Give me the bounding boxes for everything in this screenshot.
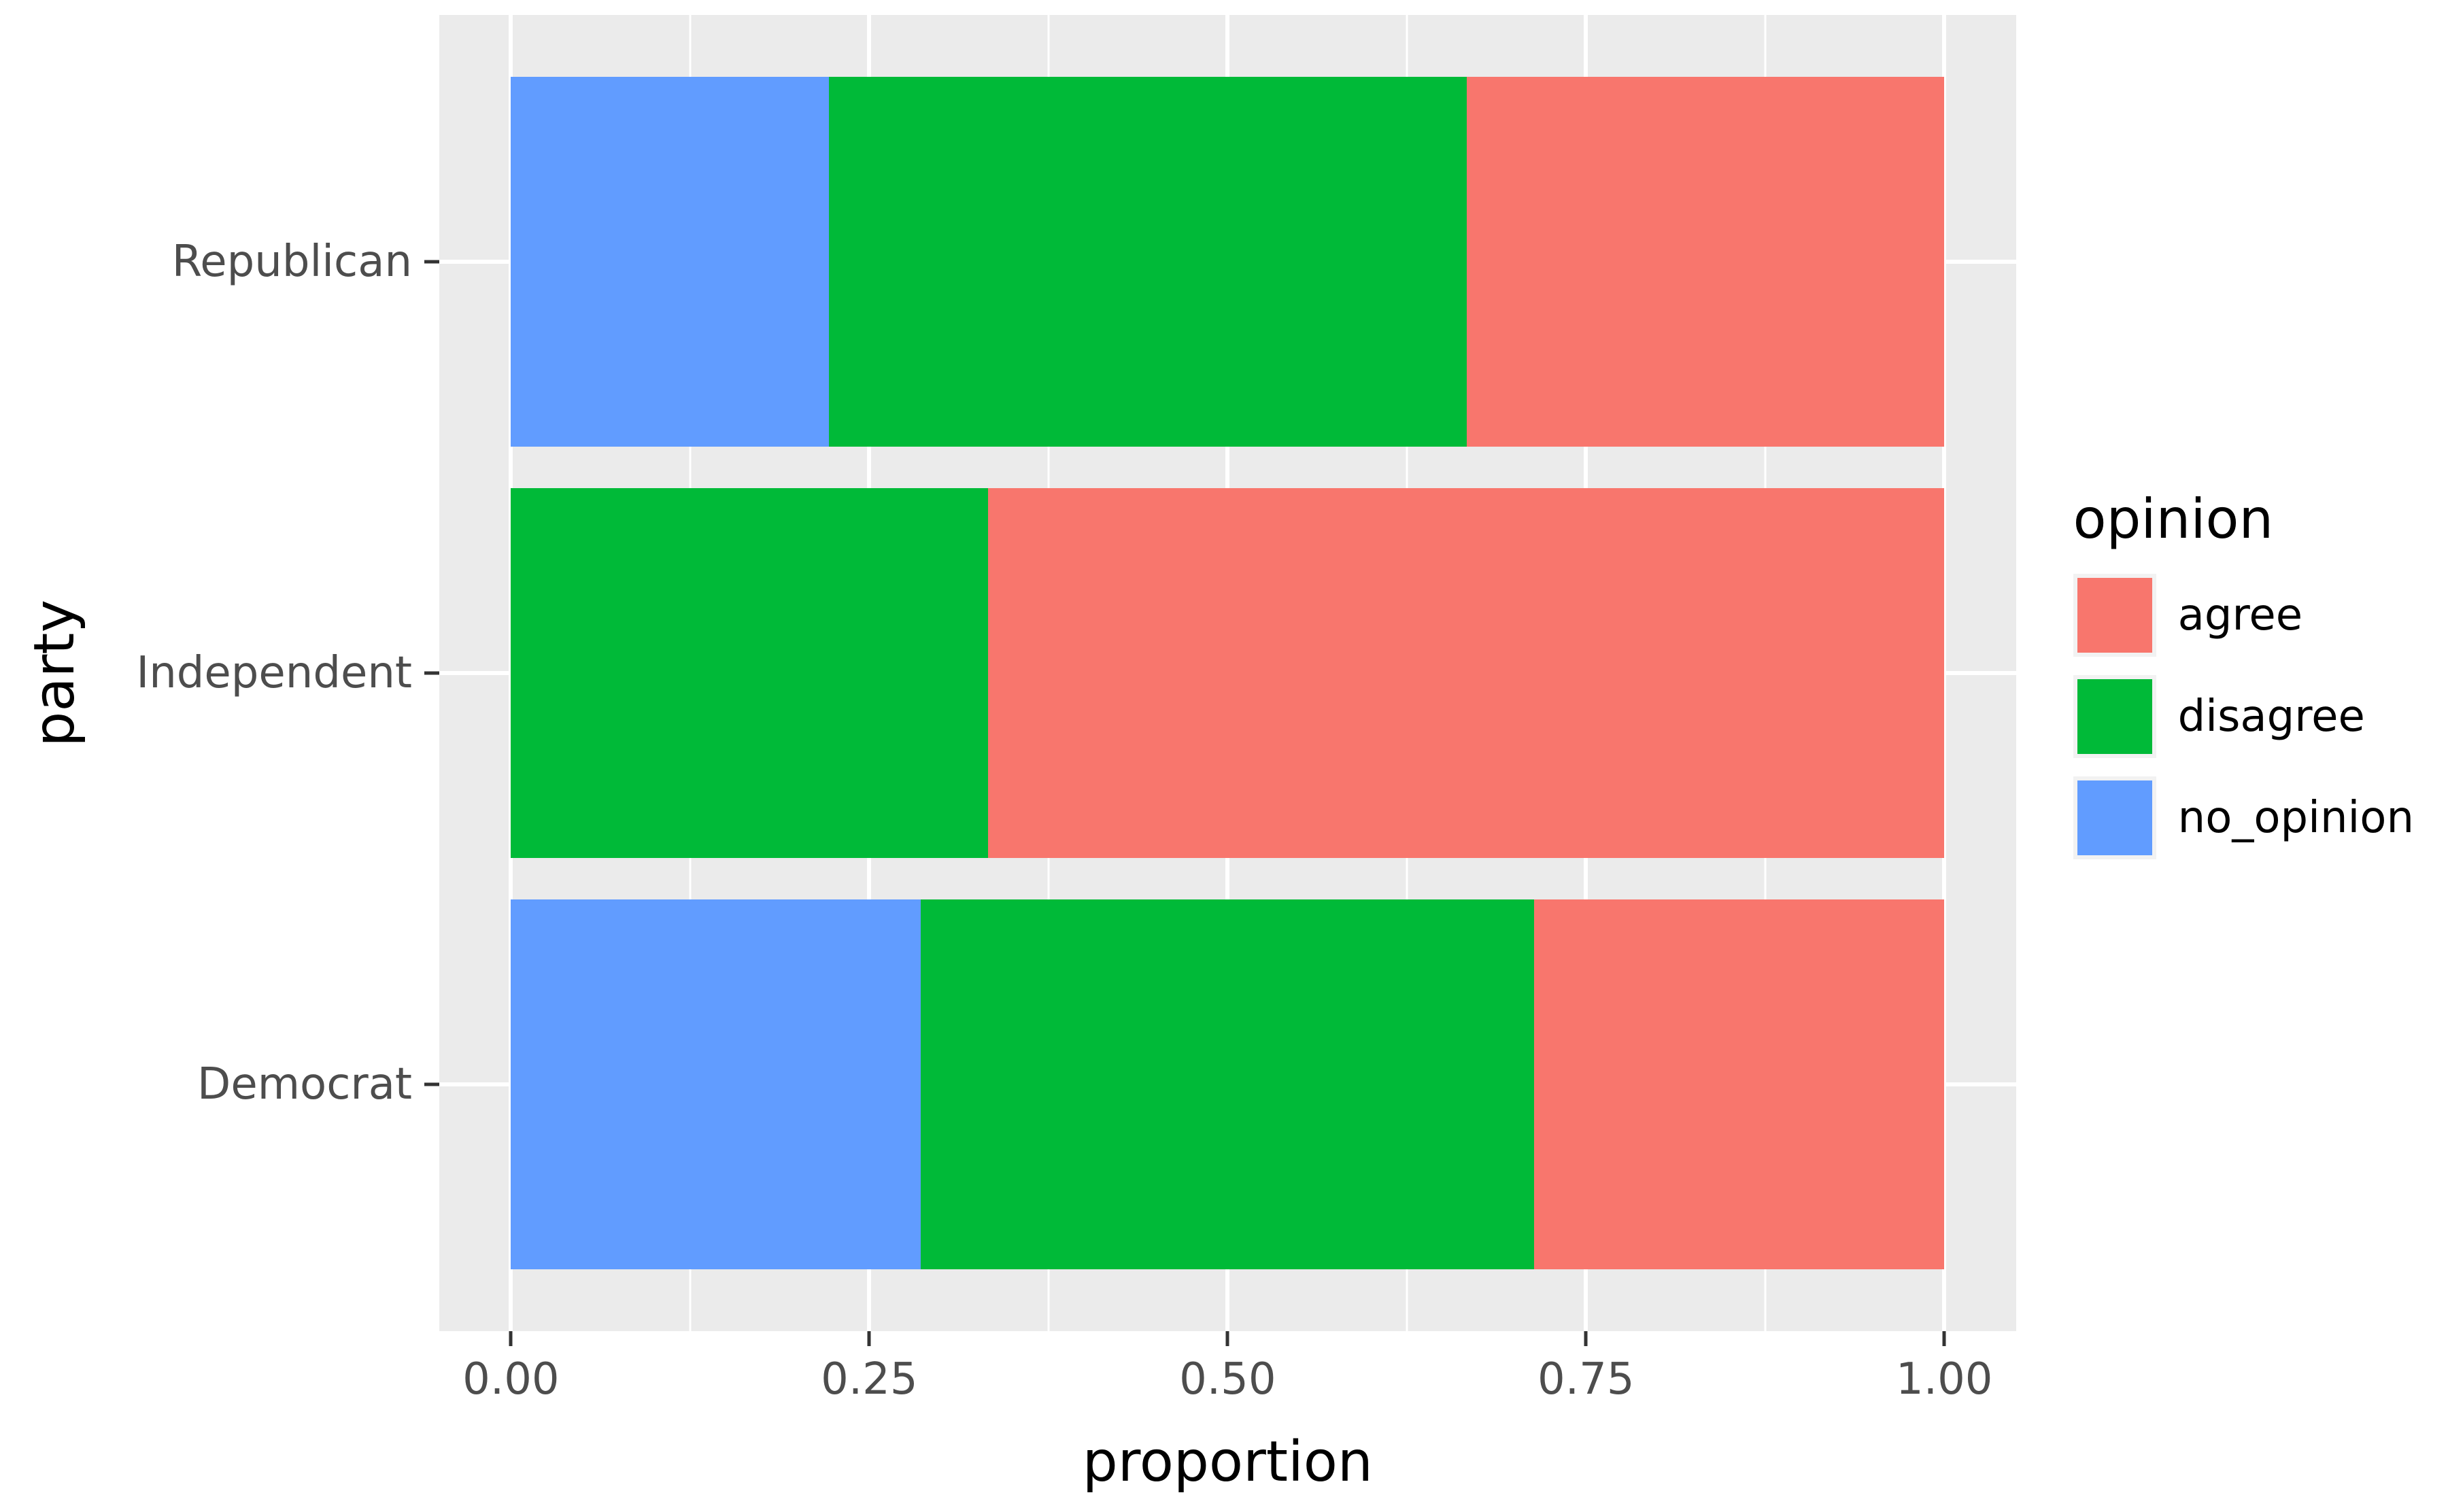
x-tick-label: 0.00 [462, 1354, 560, 1405]
y-tick-label: Republican [171, 237, 412, 287]
legend-key-disagree [2073, 674, 2156, 758]
x-tick-mark [1584, 1331, 1588, 1346]
legend-swatch-agree [2077, 577, 2152, 653]
legend-item-agree: agree [2073, 573, 2414, 657]
bar-segment-no_opinion [511, 76, 830, 447]
bar-segment-no_opinion [511, 899, 921, 1270]
bar-segment-agree [988, 487, 1945, 859]
legend-item-no_opinion: no_opinion [2073, 776, 2414, 859]
legend-label: no_opinion [2177, 792, 2414, 843]
legend-key-no_opinion [2073, 776, 2156, 859]
legend-swatch-disagree [2077, 678, 2152, 754]
y-tick-mark [424, 1082, 439, 1086]
legend-item-disagree: disagree [2073, 674, 2414, 758]
bar-republican [511, 76, 1945, 447]
y-tick-mark [424, 671, 439, 675]
legend-swatch-no_opinion [2077, 780, 2152, 855]
bar-segment-agree [1534, 899, 1945, 1270]
y-tick-mark [424, 260, 439, 264]
y-axis-tick-labels: Republican Independent Democrat [92, 15, 439, 1331]
x-tick-mark [1942, 1331, 1946, 1346]
y-tick-label: Independent [136, 648, 412, 698]
x-axis-title: proportion [1082, 1430, 1373, 1494]
x-tick-label: 0.25 [821, 1354, 918, 1405]
y-axis-title: party [16, 15, 92, 1331]
legend-label: disagree [2177, 691, 2365, 742]
x-tick-mark [509, 1331, 513, 1346]
legend-items: agree disagree no_opinion [2073, 573, 2414, 859]
bar-segment-disagree [921, 899, 1535, 1270]
x-tick-label: 0.50 [1179, 1354, 1276, 1405]
bar-independent [511, 487, 1945, 859]
bar-segment-disagree [829, 76, 1467, 447]
y-axis-title-text: party [22, 599, 87, 747]
x-axis-tick-labels: 0.00 0.25 0.50 0.75 1.00 [439, 1331, 2016, 1423]
bar-democrat [511, 899, 1945, 1270]
bar-segment-agree [1467, 76, 1945, 447]
x-tick-label: 0.75 [1537, 1354, 1635, 1405]
x-tick-mark [867, 1331, 871, 1346]
x-tick-mark [1225, 1331, 1229, 1346]
legend-label: agree [2177, 589, 2303, 640]
plot-panel [439, 15, 2016, 1331]
legend-title: opinion [2073, 487, 2274, 551]
x-tick-label: 1.00 [1896, 1354, 1993, 1405]
legend: opinion agree disagree no_opinion [2073, 487, 2428, 859]
y-tick-label: Democrat [197, 1059, 412, 1110]
plot-layout: party Republican Independent Democrat 0.00… [16, 15, 2428, 1494]
bar-segment-disagree [511, 487, 989, 859]
legend-key-agree [2073, 573, 2156, 657]
